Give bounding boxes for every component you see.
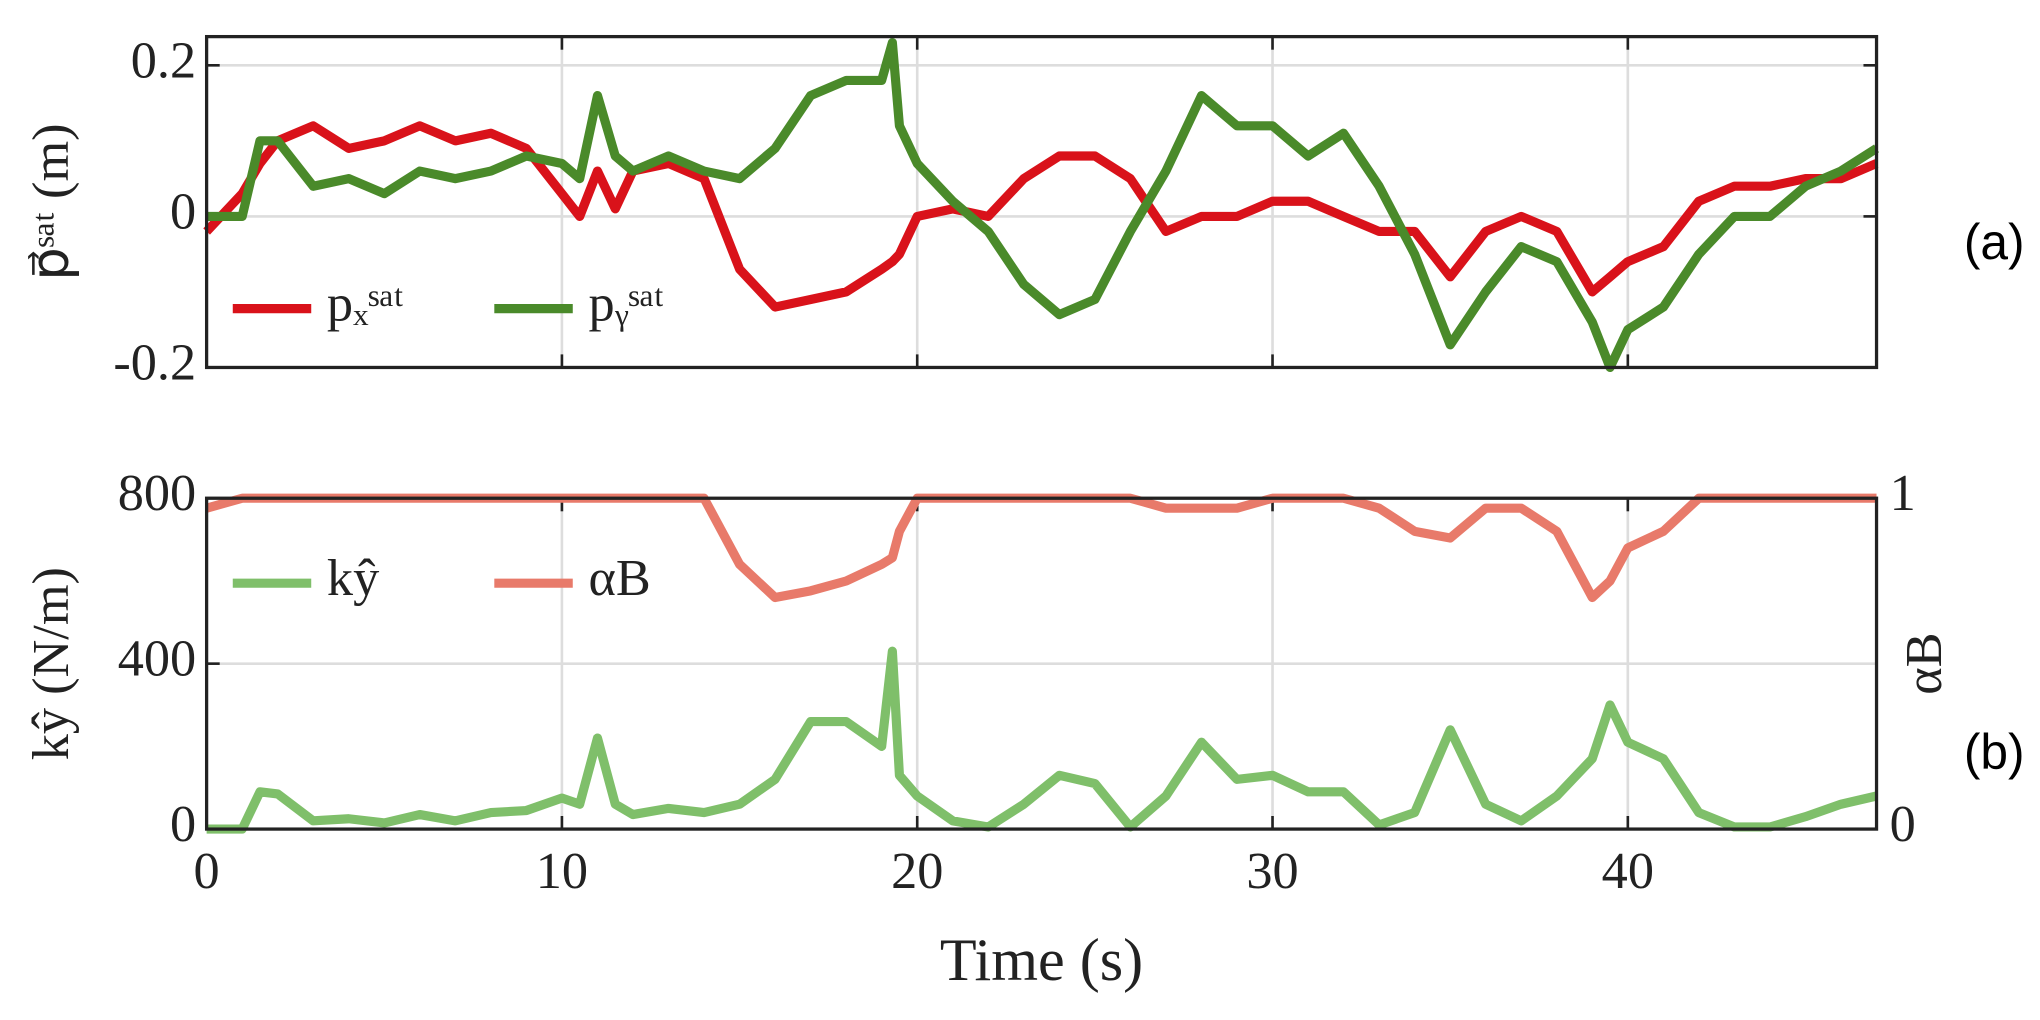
y2-tick-label: 0 <box>1890 795 1916 853</box>
x-tick-label: 10 <box>536 842 588 900</box>
y-tick-label: 800 <box>118 464 196 522</box>
line-series <box>206 38 1879 373</box>
y2-tick-label: 1 <box>1890 464 1916 522</box>
x-tick-label: 20 <box>891 842 943 900</box>
y-axis-label: kŷ (N/m) <box>22 567 80 760</box>
y-tick-label: 0 <box>170 182 196 240</box>
plot-frame <box>204 34 1879 370</box>
line-series <box>206 646 1878 834</box>
y-tick-label: 0.2 <box>131 31 196 89</box>
y2-axis-label: αB <box>1895 633 1953 695</box>
x-tick-label: 40 <box>1602 842 1654 900</box>
x-axis-label: Time (s) <box>940 927 1143 994</box>
legend-label: pᵧˢᵃᵗ <box>588 275 663 333</box>
x-tick-label: 30 <box>1246 842 1298 900</box>
y-tick-label: 400 <box>118 630 196 688</box>
line-series <box>205 493 1877 603</box>
plot-frame <box>204 496 1879 831</box>
y-axis-label: p⃗ˢᵃᵗ (m) <box>22 123 80 280</box>
panel-label: (b) <box>1964 724 2025 780</box>
legend-label: kŷ <box>327 549 379 607</box>
y-tick-label: -0.2 <box>113 333 196 391</box>
y-tick-label: 0 <box>170 795 196 853</box>
legend-label: pₓˢᵃᵗ <box>327 275 404 333</box>
x-tick-label: 0 <box>194 842 220 900</box>
legend-label: αB <box>588 549 650 607</box>
panel-label: (a) <box>1964 214 2025 270</box>
